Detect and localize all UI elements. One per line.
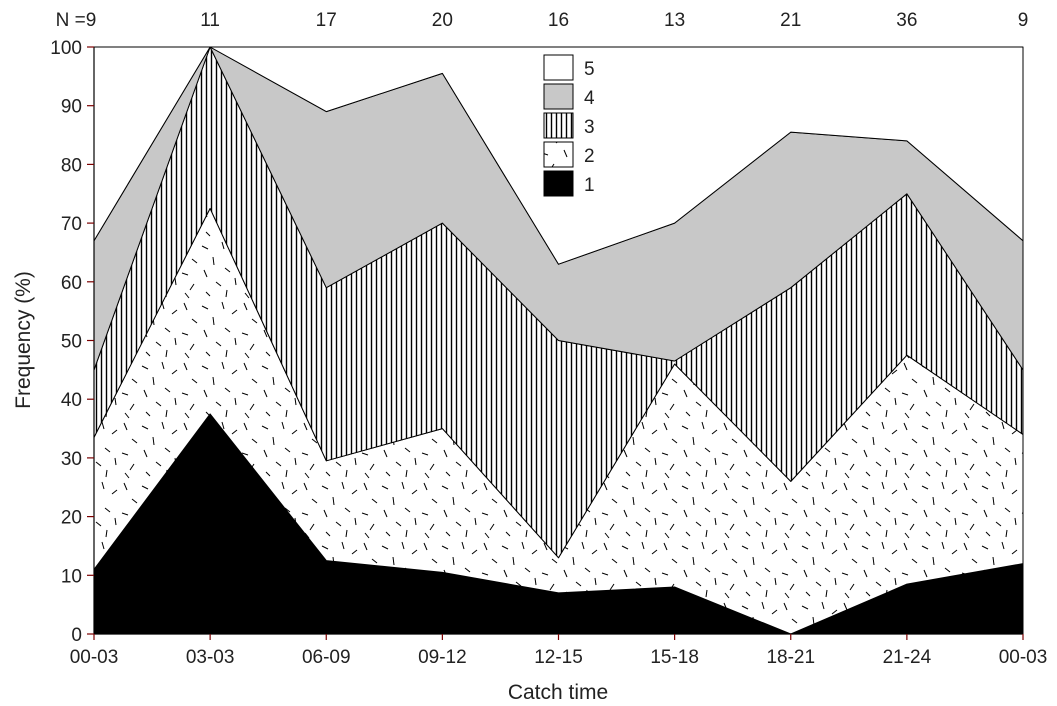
sample-size-label: N =9 <box>56 10 97 31</box>
x-tick-label: 09-12 <box>418 647 467 668</box>
legend-label-4: 4 <box>584 88 595 109</box>
y-tick-label: 10 <box>61 566 82 587</box>
y-tick-label: 0 <box>71 625 82 646</box>
y-tick-label: 80 <box>61 155 82 176</box>
sample-size-label: 17 <box>316 10 337 31</box>
sample-size-label: 20 <box>432 10 453 31</box>
legend-label-3: 3 <box>584 117 595 138</box>
y-tick-label: 70 <box>61 214 82 235</box>
legend-swatch-2 <box>543 141 574 168</box>
legend-swatch-1 <box>543 170 574 197</box>
x-tick-label: 06-09 <box>302 647 351 668</box>
sample-size-label: 11 <box>200 10 220 31</box>
y-tick-label: 100 <box>50 38 82 59</box>
sample-size-label: 16 <box>548 10 569 31</box>
legend-label-2: 2 <box>584 146 595 167</box>
legend-swatch-5 <box>543 54 574 81</box>
legend-label-5: 5 <box>584 59 595 80</box>
legend-swatch-4 <box>543 83 574 110</box>
sample-size-label: 9 <box>1018 10 1029 31</box>
x-tick-label: 00-03 <box>999 647 1048 668</box>
legend-swatch-3 <box>543 112 574 139</box>
x-tick-label: 21-24 <box>883 647 932 668</box>
x-tick-label: 00-03 <box>70 647 119 668</box>
x-axis-title: Catch time <box>508 681 608 704</box>
x-tick-label: 12-15 <box>534 647 583 668</box>
y-tick-label: 20 <box>61 508 82 529</box>
y-tick-label: 40 <box>61 390 82 411</box>
x-tick-label: 18-21 <box>766 647 815 668</box>
sample-size-label: 13 <box>664 10 685 31</box>
y-tick-label: 90 <box>61 97 82 118</box>
sample-size-label: 36 <box>896 10 917 31</box>
sample-size-label: 21 <box>780 10 801 31</box>
y-axis-title: Frequency (%) <box>12 271 35 409</box>
y-tick-label: 50 <box>61 332 82 353</box>
x-tick-label: 03-03 <box>186 647 235 668</box>
y-tick-label: 60 <box>61 273 82 294</box>
y-tick-label: 30 <box>61 449 82 470</box>
legend-label-1: 1 <box>584 175 595 196</box>
x-tick-label: 15-18 <box>650 647 699 668</box>
